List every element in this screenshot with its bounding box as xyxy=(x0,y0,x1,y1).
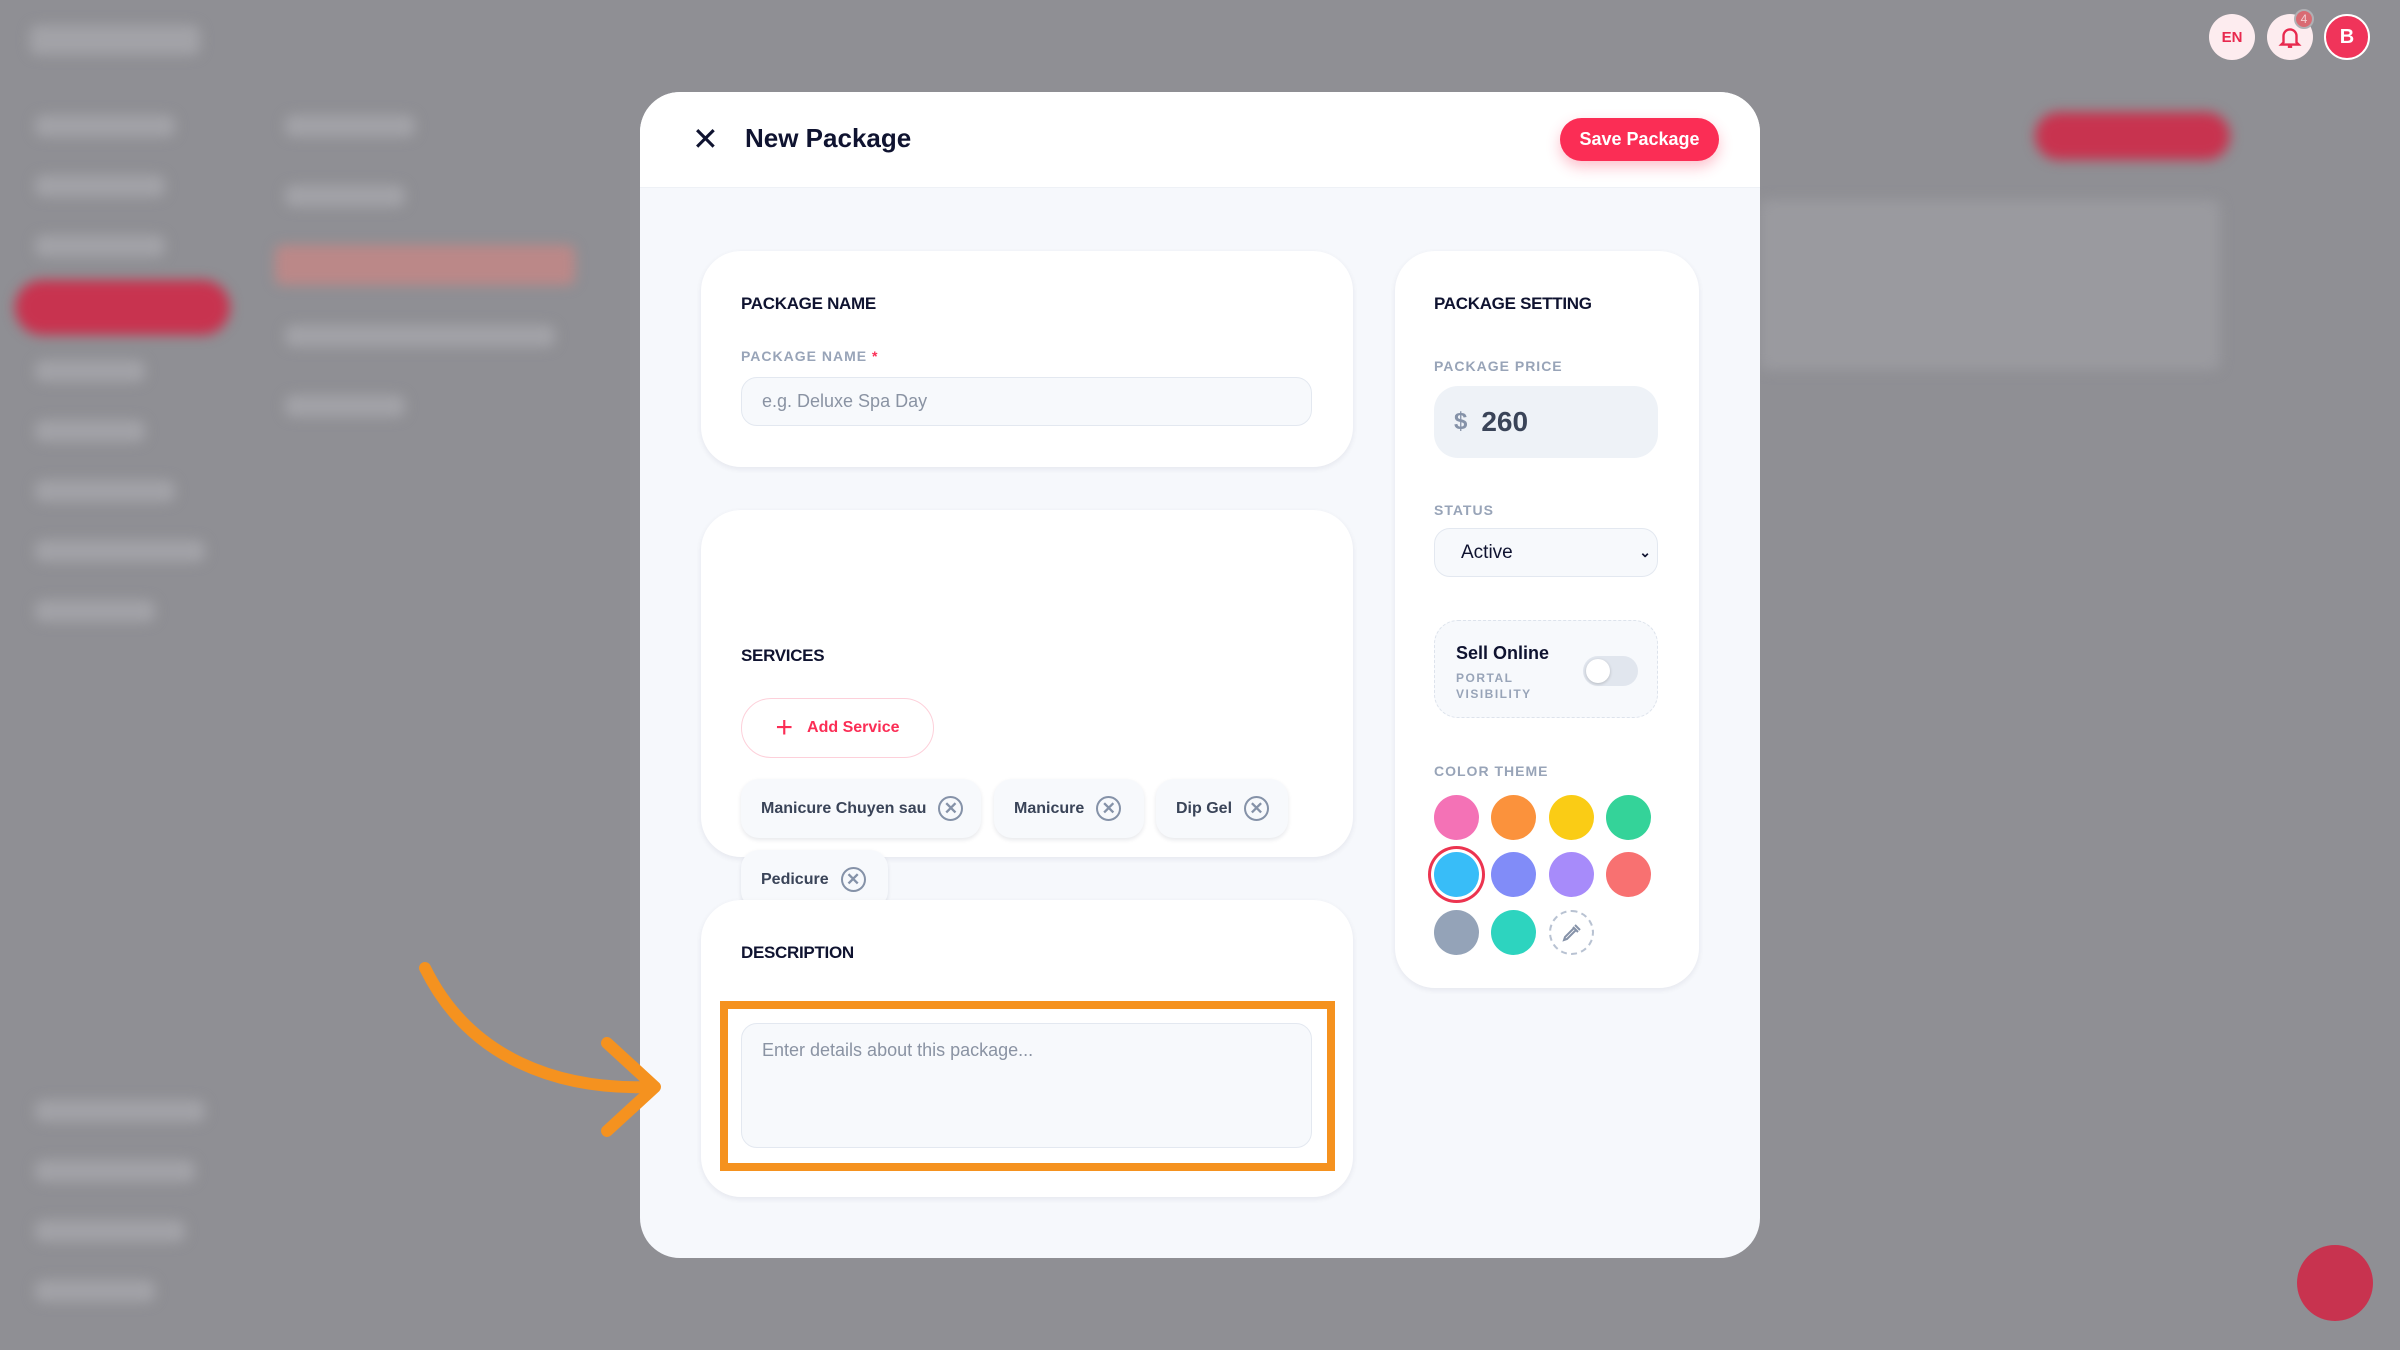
color-swatch[interactable] xyxy=(1434,910,1479,955)
highlight-box xyxy=(720,1001,1335,1171)
bell-icon xyxy=(2278,28,2302,48)
color-swatch[interactable] xyxy=(1606,852,1651,897)
plus-icon: + xyxy=(775,711,794,744)
remove-icon[interactable]: ✕ xyxy=(938,796,964,821)
services-card: SERVICES + Add Service Manicure Chuyen sa… xyxy=(701,510,1353,909)
section-heading: PACKAGE NAME xyxy=(741,294,876,313)
description-textarea[interactable]: Enter details about this package... xyxy=(741,1023,1312,1148)
color-swatch[interactable] xyxy=(1549,795,1594,840)
status-select[interactable]: Active ⌄ xyxy=(1434,528,1658,577)
close-icon[interactable]: ✕ xyxy=(692,121,719,157)
color-swatch[interactable] xyxy=(1491,795,1536,840)
package-price-input[interactable]: $260 xyxy=(1434,386,1658,458)
language-button[interactable]: EN xyxy=(2209,14,2255,60)
package-name-card: PACKAGE NAME PACKAGE NAME * e.g. Deluxe … xyxy=(701,251,1353,467)
notifications-button[interactable] xyxy=(2267,14,2313,60)
package-setting-card: PACKAGE SETTING PACKAGE PRICE $260 STATU… xyxy=(1395,251,1699,988)
color-swatch[interactable] xyxy=(1606,795,1651,840)
remove-icon[interactable]: ✕ xyxy=(1244,796,1270,821)
package-name-input[interactable]: e.g. Deluxe Spa Day xyxy=(741,377,1312,426)
arrow-head xyxy=(601,1037,661,1137)
service-chip: Pedicure ✕ xyxy=(741,850,888,909)
color-swatch[interactable] xyxy=(1549,852,1594,897)
add-service-button[interactable]: + Add Service xyxy=(741,698,934,758)
floating-action-button[interactable] xyxy=(2297,1245,2373,1321)
sell-online-box: Sell Online PORTAL VISIBILITY xyxy=(1434,620,1658,718)
section-heading: PACKAGE SETTING xyxy=(1434,294,1592,313)
description-card: DESCRIPTION Enter details about this pac… xyxy=(701,900,1353,1197)
eyedropper-icon xyxy=(1561,923,1581,942)
remove-icon[interactable]: ✕ xyxy=(840,867,866,892)
sell-online-toggle[interactable] xyxy=(1583,656,1638,686)
chevron-down-icon: ⌄ xyxy=(1639,544,1651,560)
service-chip: Manicure Chuyen sau ✕ xyxy=(741,779,981,838)
sell-online-title: Sell Online xyxy=(1456,643,1550,663)
remove-icon[interactable]: ✕ xyxy=(1096,796,1122,821)
service-chip: Dip Gel ✕ xyxy=(1156,779,1288,838)
package-price-label: PACKAGE PRICE xyxy=(1434,358,1563,374)
color-theme-label: COLOR THEME xyxy=(1434,763,1549,779)
service-chip: Manicure ✕ xyxy=(994,779,1144,838)
new-package-modal: ✕ New Package Save Package PACKAGE NAME … xyxy=(640,92,1760,1258)
color-swatch[interactable] xyxy=(1434,852,1479,897)
sell-online-subtitle: PORTAL VISIBILITY xyxy=(1456,671,1532,701)
arrow-curve xyxy=(419,962,656,1094)
color-swatch[interactable] xyxy=(1434,795,1479,840)
color-swatch[interactable] xyxy=(1491,852,1536,897)
modal-title: New Package xyxy=(745,123,912,153)
section-heading: DESCRIPTION xyxy=(741,943,854,962)
notification-badge: 4 xyxy=(2294,9,2314,29)
package-name-label: PACKAGE NAME * xyxy=(741,348,879,364)
color-swatch[interactable] xyxy=(1491,910,1536,955)
status-label: STATUS xyxy=(1434,502,1494,518)
custom-color-button[interactable] xyxy=(1549,910,1594,955)
save-package-button[interactable]: Save Package xyxy=(1560,118,1719,161)
modal-header: ✕ New Package Save Package xyxy=(640,92,1760,188)
section-heading: SERVICES xyxy=(741,646,825,665)
user-avatar[interactable]: B xyxy=(2324,14,2370,60)
